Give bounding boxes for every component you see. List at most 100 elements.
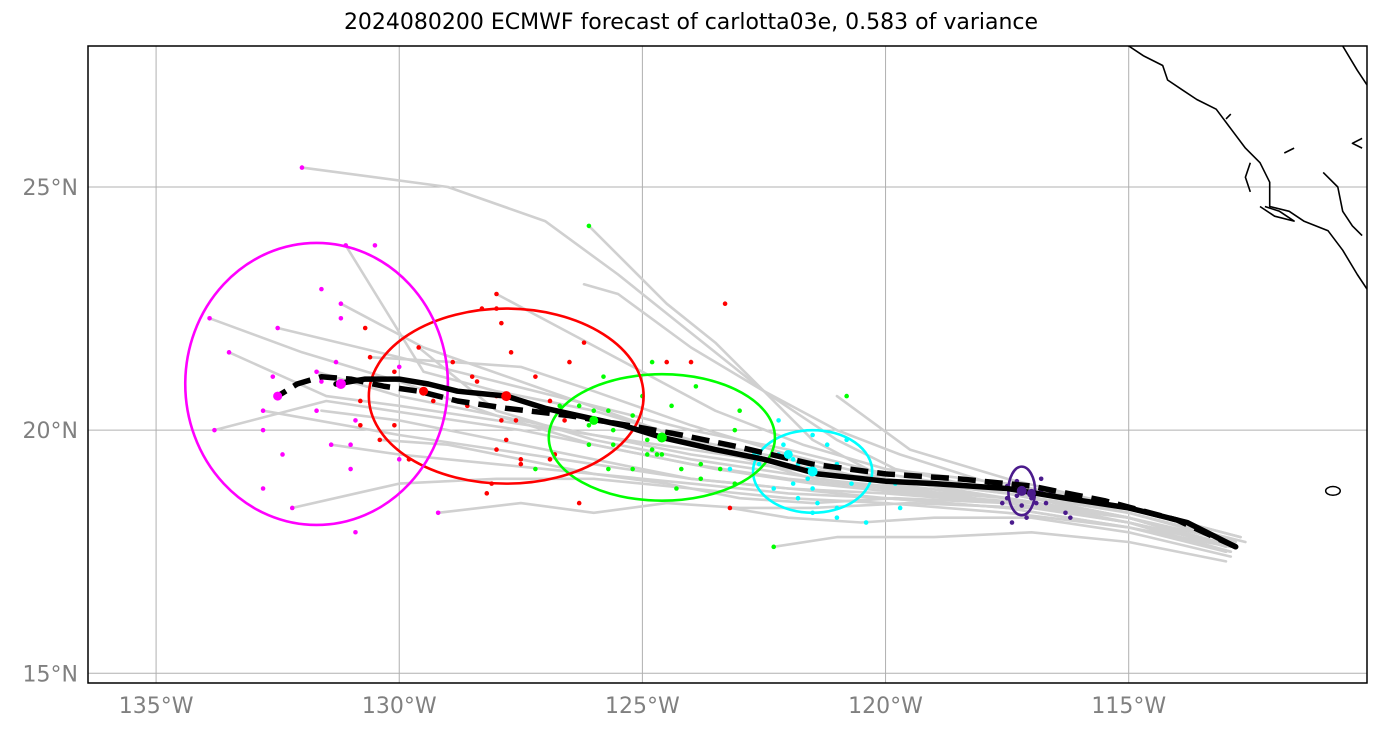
- member-point-red: [533, 374, 538, 379]
- coastline-segment: [1128, 46, 1367, 290]
- member-point-cyan: [815, 500, 820, 506]
- coastline-segment: [1322, 171, 1363, 237]
- member-point-red: [688, 359, 694, 365]
- control-position-marker: [1026, 488, 1036, 498]
- member-point-purple: [1068, 515, 1073, 520]
- member-point-green: [737, 408, 742, 413]
- control-track: [276, 373, 1237, 550]
- member-point-green: [586, 223, 592, 229]
- member-point-magenta: [314, 369, 319, 375]
- plot-frame: [87, 45, 1368, 684]
- member-point-red: [430, 398, 436, 404]
- member-point-cyan: [781, 442, 786, 448]
- member-point-red: [503, 437, 509, 443]
- mean-position-marker: [1016, 485, 1027, 496]
- member-point-magenta: [435, 510, 441, 516]
- member-point-magenta: [260, 408, 266, 413]
- plot-layers: [183, 46, 1367, 563]
- member-point-red: [576, 500, 582, 506]
- member-point-red: [513, 418, 519, 423]
- ensemble-track: [772, 531, 1228, 563]
- lat-tick-label: 25°N: [23, 176, 78, 201]
- member-point-green: [679, 466, 684, 472]
- member-point-cyan: [776, 418, 781, 423]
- member-point-magenta: [348, 442, 353, 448]
- member-point-red: [722, 301, 728, 307]
- member-point-purple: [1043, 500, 1049, 506]
- member-point-green: [606, 408, 611, 413]
- member-point-cyan: [810, 486, 815, 491]
- member-point-red: [416, 345, 421, 350]
- member-point-magenta: [207, 316, 212, 321]
- lat-tick-label: 20°N: [23, 419, 78, 444]
- member-point-cyan: [810, 432, 815, 438]
- axis-tick-labels: 135°W 130°W 125°W 120°W 115°W 25°N 20°N 15°N: [23, 176, 1167, 719]
- member-point-red: [518, 461, 524, 467]
- member-point-green: [610, 442, 616, 448]
- member-point-green: [844, 393, 849, 399]
- member-point-cyan: [790, 457, 796, 462]
- coastline-segment: [1283, 147, 1295, 154]
- member-point-red: [494, 291, 499, 297]
- member-point-red: [547, 457, 553, 462]
- lon-tick-label: 130°W: [362, 694, 437, 719]
- member-point-purple: [1019, 503, 1025, 508]
- member-point-magenta: [226, 350, 232, 355]
- control-position-marker: [419, 386, 429, 396]
- member-point-magenta: [353, 529, 358, 535]
- member-point-magenta: [319, 379, 324, 384]
- member-point-magenta: [314, 408, 319, 413]
- member-point-purple: [1014, 493, 1020, 499]
- member-point-green: [630, 413, 635, 418]
- member-point-red: [362, 325, 368, 331]
- member-point-red: [567, 359, 572, 365]
- mean-positions: [273, 378, 1036, 498]
- member-positions: [207, 165, 1073, 550]
- member-point-magenta: [338, 316, 344, 321]
- mean-position-marker: [501, 391, 512, 402]
- member-point-red: [581, 340, 587, 345]
- member-point-green: [693, 384, 699, 389]
- member-point-red: [499, 418, 504, 423]
- member-point-cyan: [834, 515, 840, 520]
- uncertainty-ellipse: [751, 428, 874, 515]
- member-point-red: [547, 398, 553, 404]
- member-point-magenta: [353, 418, 358, 423]
- member-point-green: [644, 437, 650, 443]
- member-point-red: [367, 354, 373, 360]
- ensemble-mean-track: [333, 376, 1239, 550]
- ensemble-track: [291, 477, 1233, 549]
- member-point-red: [562, 418, 567, 423]
- member-point-green: [576, 403, 582, 409]
- lat-tick-label: 15°N: [23, 662, 78, 687]
- member-point-red: [484, 491, 490, 496]
- member-point-green: [586, 442, 592, 448]
- member-point-magenta: [280, 452, 285, 457]
- uncertainty-ellipses: [183, 241, 1037, 527]
- member-point-magenta: [270, 374, 276, 379]
- member-point-green: [557, 403, 563, 409]
- member-point-green: [669, 403, 674, 409]
- member-point-red: [377, 437, 383, 443]
- member-point-magenta: [212, 427, 217, 433]
- coastline-segment: [1351, 137, 1363, 149]
- ensemble-track: [315, 370, 1237, 549]
- coastline-segment: [1259, 205, 1295, 222]
- member-point-purple: [1038, 476, 1044, 482]
- member-point-red: [474, 379, 480, 384]
- member-point-magenta: [338, 301, 344, 307]
- member-point-green: [533, 466, 538, 472]
- member-point-cyan: [897, 505, 903, 511]
- member-point-red: [392, 422, 397, 428]
- member-point-magenta: [289, 505, 295, 511]
- member-point-red: [358, 422, 363, 428]
- member-point-magenta: [260, 486, 266, 491]
- member-point-red: [469, 374, 475, 379]
- mean-position-marker: [335, 378, 346, 389]
- member-point-green: [586, 422, 592, 428]
- member-point-red: [727, 505, 733, 511]
- gridlines: [88, 46, 1367, 683]
- member-point-magenta: [396, 457, 402, 462]
- member-point-green: [610, 427, 616, 433]
